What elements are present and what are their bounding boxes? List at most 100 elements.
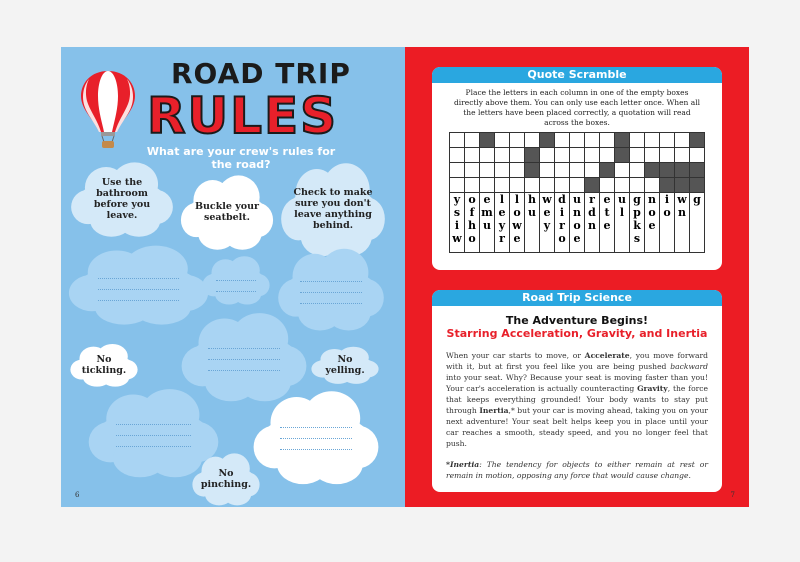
rule-cloud: No tickling.: [69, 342, 139, 388]
science-card: Road Trip Science The Adventure Begins! …: [432, 290, 722, 492]
empty-rule-cloud[interactable]: [276, 245, 386, 333]
answer-cell[interactable]: [494, 147, 510, 163]
blocked-cell: [524, 147, 540, 163]
answer-cell[interactable]: [449, 162, 465, 178]
letter-column: r d n: [584, 192, 600, 253]
answer-cell[interactable]: [554, 147, 570, 163]
empty-rule-cloud[interactable]: [86, 385, 221, 480]
answer-cell[interactable]: [464, 147, 480, 163]
write-lines[interactable]: [300, 271, 362, 305]
rule-text: No tickling.: [81, 354, 127, 376]
subtitle: What are your crew's rules for the road?: [146, 145, 336, 171]
cloud-shape: [180, 175, 274, 250]
answer-cell[interactable]: [614, 162, 630, 178]
answer-cell[interactable]: [629, 162, 645, 178]
answer-cell[interactable]: [479, 177, 495, 193]
write-lines[interactable]: [207, 338, 281, 371]
blocked-cell: [599, 162, 615, 178]
answer-cell[interactable]: [674, 132, 690, 148]
answer-cell[interactable]: [629, 132, 645, 148]
answer-cell[interactable]: [509, 177, 525, 193]
answer-cell[interactable]: [584, 162, 600, 178]
answer-cell[interactable]: [494, 162, 510, 178]
rule-cloud: Use the bathroom before you leave.: [69, 159, 175, 239]
cloud-shape: [281, 163, 385, 257]
empty-rule-cloud[interactable]: [201, 254, 271, 306]
empty-rule-cloud[interactable]: [66, 242, 211, 327]
page-number: 7: [730, 491, 735, 499]
answer-cell[interactable]: [629, 177, 645, 193]
cloud-shape: [253, 391, 379, 485]
write-lines[interactable]: [97, 268, 180, 301]
letter-column: e t e: [599, 192, 615, 253]
answer-cell[interactable]: [599, 147, 615, 163]
answer-cell[interactable]: [479, 147, 495, 163]
answer-cell[interactable]: [674, 147, 690, 163]
letter-column: o f h o: [464, 192, 480, 253]
answer-cell[interactable]: [584, 147, 600, 163]
answer-cell[interactable]: [599, 132, 615, 148]
answer-cell[interactable]: [644, 177, 660, 193]
answer-cell[interactable]: [569, 162, 585, 178]
blocked-cell: [614, 147, 630, 163]
answer-cell[interactable]: [584, 132, 600, 148]
answer-cell[interactable]: [494, 177, 510, 193]
answer-cell[interactable]: [569, 132, 585, 148]
rule-text: No yelling.: [325, 354, 365, 376]
answer-cell[interactable]: [539, 147, 555, 163]
answer-cell[interactable]: [464, 162, 480, 178]
page-number: 6: [75, 491, 80, 499]
title-road-trip: ROAD TRIP: [171, 57, 351, 90]
answer-cell[interactable]: [629, 147, 645, 163]
answer-cell[interactable]: [644, 132, 660, 148]
rule-cloud: Check to make sure you don't leave anyth…: [279, 159, 387, 259]
write-lines[interactable]: [216, 270, 256, 292]
left-page: ROAD TRIP RULES What are your crew's rul…: [61, 47, 405, 507]
answer-cell[interactable]: [689, 147, 705, 163]
answer-cell[interactable]: [644, 147, 660, 163]
answer-cell[interactable]: [464, 132, 480, 148]
empty-rule-cloud[interactable]: [251, 387, 381, 487]
letter-column: n o e: [644, 192, 660, 253]
answer-cell[interactable]: [464, 177, 480, 193]
science-header: Road Trip Science: [432, 290, 722, 306]
answer-cell[interactable]: [449, 147, 465, 163]
letter-column: u l: [614, 192, 630, 253]
answer-cell[interactable]: [509, 162, 525, 178]
answer-cell[interactable]: [539, 162, 555, 178]
answer-cell[interactable]: [554, 132, 570, 148]
letter-column: g: [689, 192, 705, 253]
instructions: Place the letters in each column in one …: [453, 88, 701, 127]
answer-cell[interactable]: [569, 147, 585, 163]
answer-cell[interactable]: [449, 132, 465, 148]
answer-cell[interactable]: [539, 177, 555, 193]
answer-cell[interactable]: [524, 132, 540, 148]
answer-cell[interactable]: [449, 177, 465, 193]
answer-cell[interactable]: [659, 147, 675, 163]
answer-cell[interactable]: [509, 147, 525, 163]
answer-cell[interactable]: [524, 177, 540, 193]
answer-cell[interactable]: [479, 162, 495, 178]
answer-cell[interactable]: [614, 177, 630, 193]
empty-rule-cloud[interactable]: [179, 309, 309, 404]
cloud-shape: [192, 453, 260, 506]
blocked-cell: [644, 162, 660, 178]
write-lines[interactable]: [115, 414, 192, 447]
answer-cell[interactable]: [659, 132, 675, 148]
letter-column: g p k s: [629, 192, 645, 253]
write-lines[interactable]: [279, 417, 353, 450]
blocked-cell: [674, 177, 690, 193]
answer-cell[interactable]: [494, 132, 510, 148]
letter-column: h u: [524, 192, 540, 253]
blocked-cell: [689, 162, 705, 178]
quote-scramble-header: Quote Scramble: [432, 67, 722, 83]
answer-cell[interactable]: [509, 132, 525, 148]
blocked-cell: [674, 162, 690, 178]
answer-cell[interactable]: [554, 177, 570, 193]
answer-cell[interactable]: [554, 162, 570, 178]
answer-cell[interactable]: [599, 177, 615, 193]
letter-column: l e y r: [494, 192, 510, 253]
answer-cell[interactable]: [569, 177, 585, 193]
blocked-cell: [689, 132, 705, 148]
